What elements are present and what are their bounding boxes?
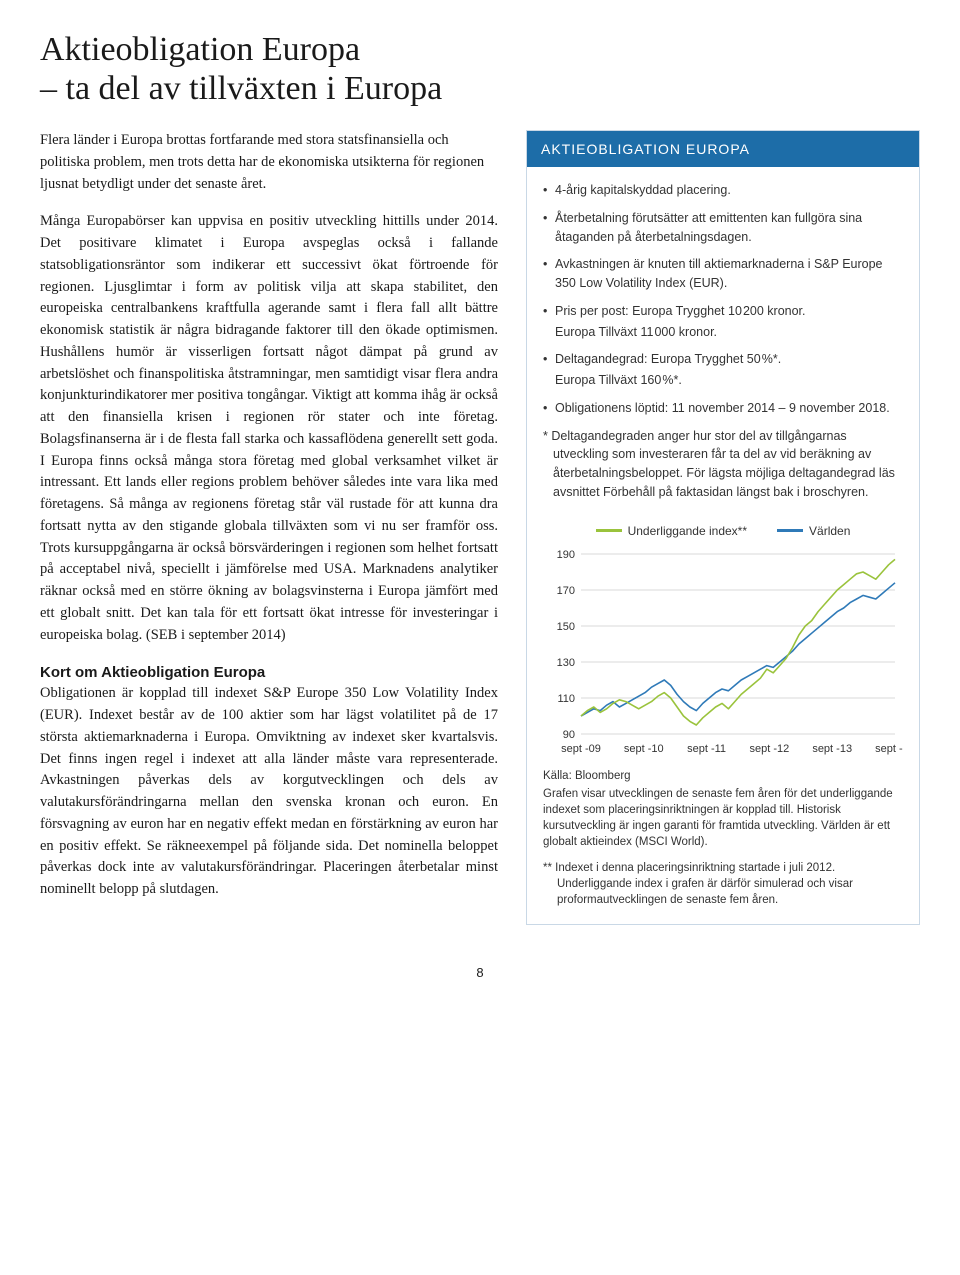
legend-swatch	[777, 529, 803, 532]
title-line-1: Aktieobligation Europa	[40, 31, 360, 68]
info-bullet: Avkastningen är knuten till aktiemarknad…	[543, 255, 903, 293]
svg-text:sept -10: sept -10	[624, 743, 664, 755]
kort-heading: Kort om Aktieobligation Europa	[40, 664, 498, 681]
svg-text:90: 90	[563, 729, 575, 741]
info-indent: Europa Tillväxt 160 %*.	[543, 371, 903, 390]
page-title: Aktieobligation Europa – ta del av tillv…	[40, 30, 920, 108]
chart-footnote: ** Indexet i denna placeringsinriktning …	[543, 860, 903, 908]
info-bullet: Återbetalning förutsätter att emittenten…	[543, 209, 903, 247]
svg-text:130: 130	[557, 657, 575, 669]
info-box-list: 4-årig kapitalskyddad placering. Återbet…	[543, 181, 903, 321]
info-box: AKTIEOBLIGATION EUROPA 4-årig kapitalsky…	[526, 130, 920, 925]
svg-text:sept -14: sept -14	[875, 743, 903, 755]
info-indent: Europa Tillväxt 11 000 kronor.	[543, 323, 903, 342]
legend-item-series1: Underliggande index**	[596, 522, 747, 540]
svg-text:110: 110	[557, 693, 575, 705]
right-column: AKTIEOBLIGATION EUROPA 4-årig kapitalsky…	[526, 130, 920, 925]
body-paragraph: Många Europabörser kan uppvisa en positi…	[40, 211, 498, 646]
kort-body: Obligationen är kopplad till indexet S&P…	[40, 683, 498, 901]
chart-caption: Källa: Bloomberg Grafen visar utveckling…	[543, 768, 903, 850]
chart-container: Underliggande index** Världen 90 110 130 15…	[543, 522, 903, 758]
intro-paragraph: Flera länder i Europa brottas fortfarand…	[40, 130, 498, 195]
info-box-list: Obligationens löptid: 11 november 2014 –…	[543, 399, 903, 418]
info-bullet: 4-årig kapitalskyddad placering.	[543, 181, 903, 200]
svg-text:sept -12: sept -12	[750, 743, 790, 755]
legend-label: Underliggande index**	[628, 522, 747, 540]
info-footnote: * Deltagandegraden anger hur stor del av…	[543, 427, 903, 502]
info-bullet: Pris per post: Europa Trygghet 10 200 kr…	[543, 302, 903, 321]
info-box-list: Deltagandegrad: Europa Trygghet 50 %*.	[543, 350, 903, 369]
info-bullet: Obligationens löptid: 11 november 2014 –…	[543, 399, 903, 418]
info-bullet: Deltagandegrad: Europa Trygghet 50 %*.	[543, 350, 903, 369]
svg-text:sept -11: sept -11	[687, 743, 726, 755]
chart-legend: Underliggande index** Världen	[543, 522, 903, 540]
legend-swatch	[596, 529, 622, 532]
info-box-body: 4-årig kapitalskyddad placering. Återbet…	[527, 167, 919, 924]
info-box-header: AKTIEOBLIGATION EUROPA	[527, 131, 919, 167]
svg-text:190: 190	[557, 549, 575, 561]
chart-caption-body: Grafen visar utvecklingen de senaste fem…	[543, 786, 903, 850]
svg-text:sept -09: sept -09	[561, 743, 601, 755]
title-line-2: – ta del av tillväxten i Europa	[40, 70, 442, 107]
two-column-layout: Flera länder i Europa brottas fortfarand…	[40, 130, 920, 925]
svg-text:170: 170	[557, 585, 575, 597]
svg-text:sept -13: sept -13	[812, 743, 852, 755]
page-number: 8	[40, 965, 920, 980]
chart-source: Källa: Bloomberg	[543, 768, 903, 784]
left-column: Flera länder i Europa brottas fortfarand…	[40, 130, 498, 925]
legend-item-series2: Världen	[777, 522, 850, 540]
svg-text:150: 150	[557, 621, 575, 633]
line-chart: 90 110 130 150 170 190 sept -09 sept -10 sept -1…	[543, 548, 903, 758]
legend-label: Världen	[809, 522, 850, 540]
